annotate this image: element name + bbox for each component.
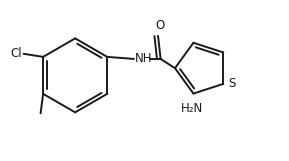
Text: O: O xyxy=(155,19,164,32)
Text: H₂N: H₂N xyxy=(181,102,203,115)
Text: NH: NH xyxy=(135,52,152,65)
Text: Cl: Cl xyxy=(10,47,22,60)
Text: S: S xyxy=(228,77,236,90)
